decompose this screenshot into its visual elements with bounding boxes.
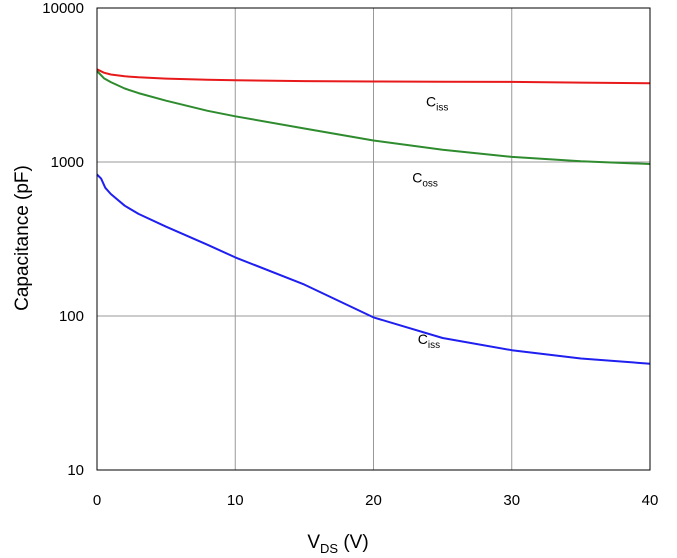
plot-frame bbox=[96, 7, 651, 471]
y-tick-labels: 10 100 1000 10000 bbox=[42, 0, 84, 479]
series-annotation-main: C bbox=[412, 170, 422, 186]
x-tick-label: 10 bbox=[227, 492, 244, 509]
x-axis-label-main: V bbox=[307, 532, 320, 553]
series-line-1 bbox=[96, 70, 651, 165]
series-annotation: Ciss bbox=[426, 93, 448, 113]
series-line-0 bbox=[96, 68, 651, 85]
x-tick-label: 20 bbox=[365, 492, 382, 509]
series-annotation-sub: oss bbox=[422, 179, 438, 190]
series-line-2 bbox=[96, 173, 651, 365]
x-axis-label-sub: DS bbox=[320, 541, 338, 556]
x-tick-label: 40 bbox=[642, 492, 659, 509]
x-axis-label: VDS (V) bbox=[307, 532, 368, 556]
y-tick-label: 10 bbox=[67, 462, 84, 479]
y-axis-label: Capacitance (pF) bbox=[12, 165, 33, 311]
series-annotation-main: C bbox=[418, 331, 428, 347]
y-tick-label: 100 bbox=[59, 308, 84, 325]
x-tick-label: 0 bbox=[93, 492, 101, 509]
series-annotation-main: C bbox=[426, 93, 436, 109]
series-annotation-sub: iss bbox=[428, 340, 440, 351]
series-annotation: Coss bbox=[412, 170, 438, 190]
y-tick-label: 1000 bbox=[51, 154, 84, 171]
grid-lines bbox=[96, 7, 651, 471]
series-annotation: Ciss bbox=[418, 331, 440, 351]
x-tick-label: 30 bbox=[503, 492, 520, 509]
x-axis-label-unit: (V) bbox=[338, 532, 369, 553]
x-tick-labels: 0 10 20 30 40 bbox=[93, 492, 659, 509]
series-annotation-sub: iss bbox=[436, 102, 448, 113]
series-lines bbox=[96, 68, 651, 365]
y-tick-label: 10000 bbox=[42, 0, 84, 17]
